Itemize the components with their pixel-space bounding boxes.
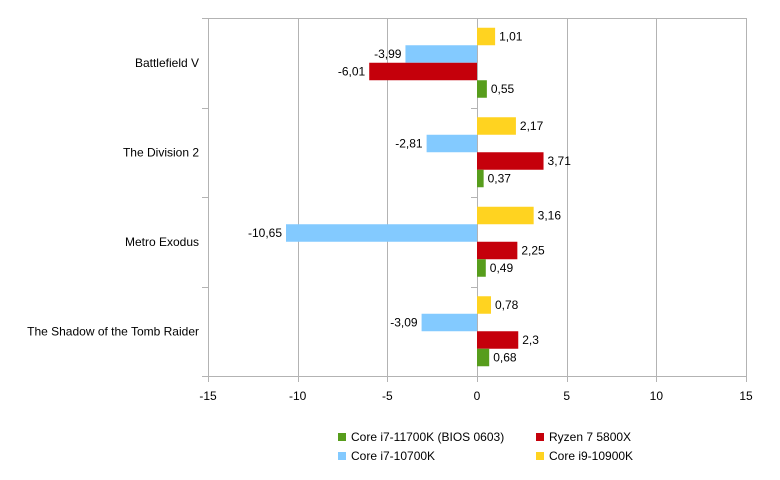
legend-label: Core i7-10700K [351, 449, 436, 463]
data-label: -3,09 [390, 316, 418, 330]
data-label: 3,71 [548, 154, 572, 168]
data-label: -10,65 [248, 226, 282, 240]
data-labels: 1,01 -3,99 -6,01 0,55 2,17 -2,81 3,71 0,37 3,16 -… [248, 30, 571, 365]
data-label: 0,68 [493, 351, 517, 365]
data-label: 0,55 [491, 82, 515, 96]
category-labels: Battlefield V The Division 2 Metro Exodus T… [27, 56, 199, 339]
bar [405, 45, 477, 63]
bar [477, 152, 544, 170]
bar [477, 259, 486, 277]
bar [286, 224, 477, 242]
data-label: -2,81 [395, 137, 423, 151]
bar [369, 62, 477, 81]
legend-swatch [536, 452, 544, 460]
x-tick-label: 15 [739, 389, 753, 403]
bars [286, 27, 544, 367]
x-tick-label: 5 [563, 389, 570, 403]
x-tick-label: 10 [650, 389, 664, 403]
x-tick-label: -10 [289, 389, 307, 403]
legend-item-core-i7-11700k: Core i7-11700K (BIOS 0603) [338, 430, 504, 444]
grid-lines [208, 18, 747, 382]
legend-item-core-i7-10700k: Core i7-10700K [338, 449, 435, 463]
category-label: Battlefield V [135, 56, 199, 70]
legend: Core i7-11700K (BIOS 0603) Ryzen 7 5800X… [338, 430, 658, 470]
data-label: 0,37 [488, 172, 512, 186]
category-label: The Shadow of the Tomb Raider [27, 324, 199, 338]
category-label: The Division 2 [123, 145, 199, 159]
legend-label: Core i9-10900K [549, 449, 634, 463]
x-tick-labels: -15 -10 -5 0 5 10 15 [199, 389, 753, 403]
bar [477, 296, 491, 314]
bar [477, 331, 519, 349]
data-label: -3,99 [374, 47, 402, 61]
bar [477, 206, 534, 225]
legend-item-core-i9-10900k: Core i9-10900K [536, 449, 633, 463]
bar [477, 117, 516, 135]
bar [477, 27, 496, 46]
legend-label: Ryzen 7 5800X [549, 430, 632, 444]
data-label: 1,01 [499, 30, 523, 44]
data-label: 0,78 [495, 298, 519, 312]
legend-swatch [338, 433, 346, 441]
x-tick-label: -5 [382, 389, 393, 403]
legend-swatch [536, 433, 544, 441]
x-tick-label: 0 [474, 389, 481, 403]
bar [421, 313, 477, 332]
data-label: 2,17 [520, 119, 544, 133]
data-label: 3,16 [538, 209, 562, 223]
data-label: 0,49 [490, 261, 514, 275]
bar [426, 134, 477, 153]
bar [477, 80, 487, 98]
bar [477, 241, 518, 260]
legend-label: Core i7-11700K (BIOS 0603) [351, 430, 505, 444]
bar [477, 348, 490, 367]
category-ticks [202, 18, 477, 377]
category-label: Metro Exodus [125, 235, 199, 249]
legend-item-ryzen-7-5800x: Ryzen 7 5800X [536, 430, 631, 444]
data-label: 2,25 [521, 244, 545, 258]
data-label: 2,3 [522, 333, 539, 347]
x-tick-label: -15 [199, 389, 217, 403]
data-label: -6,01 [338, 65, 366, 79]
legend-swatch [338, 452, 346, 460]
bar [477, 169, 484, 188]
